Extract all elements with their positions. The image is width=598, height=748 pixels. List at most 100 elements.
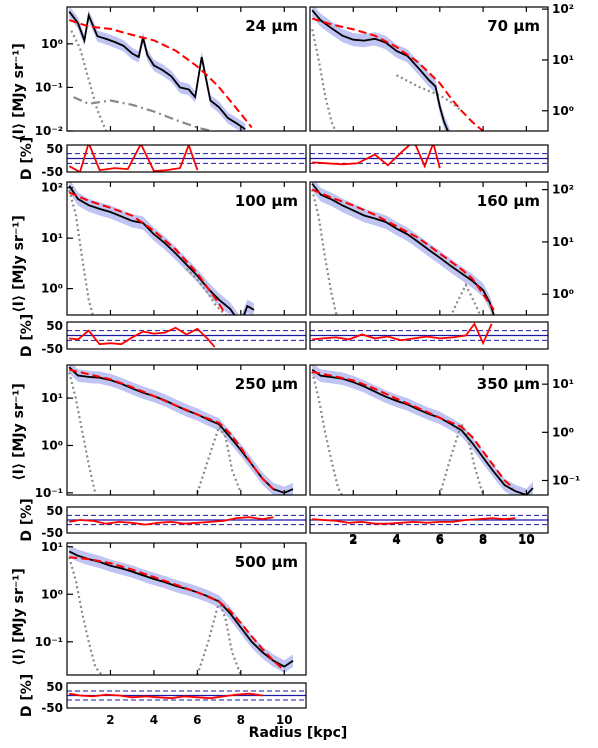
uncertainty-band bbox=[69, 7, 246, 131]
panel-title: 70 μm bbox=[487, 17, 540, 35]
residual-frame bbox=[66, 506, 307, 534]
panels: 10⁰ 10⁻¹ 10⁻² 24 μm 50 -50 D [%] 10² 10¹ 10⁰ 70 μm… bbox=[19, 2, 580, 727]
residual-tick-label: 50 bbox=[46, 504, 63, 518]
residual-plot-area bbox=[67, 514, 306, 526]
y-tick-label: 10⁰ bbox=[552, 425, 574, 439]
residual-axis-label: D [%] bbox=[19, 498, 35, 541]
panel-title: 160 μm bbox=[477, 192, 540, 210]
residual-plot-area bbox=[67, 326, 306, 348]
y-tick-label: 10² bbox=[41, 181, 63, 195]
x-tick-label: 2 bbox=[106, 713, 114, 727]
panel-5: 10¹ 10⁰ 10⁻¹ 250 μm 50 -50 D [%] bbox=[19, 364, 307, 542]
component-dotted-1 bbox=[70, 30, 108, 131]
residual-line bbox=[69, 326, 216, 348]
component-dotted-2 bbox=[196, 598, 242, 675]
y-axis-label-bottom2: ⟨I⟩ [MJy sr⁻¹] bbox=[11, 568, 27, 666]
y-axis-label-middle: ⟨I⟩ [MJy sr⁻¹] bbox=[11, 215, 27, 313]
y-tick-label: 10⁰ bbox=[552, 287, 574, 301]
residual-line bbox=[312, 322, 493, 346]
y-tick-label: 10² bbox=[552, 183, 574, 197]
model-profile bbox=[68, 191, 227, 315]
component-dotted-1 bbox=[68, 189, 94, 315]
panel-title: 500 μm bbox=[235, 553, 298, 571]
x-tick-label: 8 bbox=[237, 713, 245, 727]
plot-area bbox=[311, 182, 495, 315]
x-tick-label: 6 bbox=[436, 533, 444, 547]
y-tick-label: 10¹ bbox=[552, 235, 574, 249]
residual-panel-7: 50 -50 D [%] bbox=[19, 674, 307, 717]
residual-plot-area bbox=[67, 145, 306, 172]
y-tick-label: 10¹ bbox=[552, 377, 574, 391]
observed-profile bbox=[68, 11, 246, 130]
component-dotted-1 bbox=[311, 189, 338, 315]
main-frame bbox=[309, 6, 549, 132]
plot-area bbox=[68, 365, 294, 495]
component-dotted-1 bbox=[311, 371, 344, 495]
y-tick-label: 10¹ bbox=[41, 391, 63, 405]
x-axis-label: Radius [kpc] bbox=[249, 725, 348, 741]
residual-tick-label: 50 bbox=[46, 319, 63, 333]
residual-frame bbox=[309, 506, 549, 534]
panel-3: 10² 10¹ 10⁰ 100 μm 50 -50 D [%] bbox=[19, 181, 307, 357]
residual-line bbox=[312, 145, 441, 169]
y-tick-label: 10⁻¹ bbox=[35, 635, 63, 649]
residual-panel-4 bbox=[309, 321, 549, 350]
residual-frame bbox=[66, 682, 307, 709]
y-tick-label: 10¹ bbox=[552, 53, 574, 67]
residual-line bbox=[69, 516, 274, 526]
residual-axis-label: D [%] bbox=[19, 137, 35, 180]
residual-axis-label: D [%] bbox=[19, 314, 35, 357]
y-tick-label: 10⁰ bbox=[41, 587, 63, 601]
residual-tick-label: -50 bbox=[41, 165, 63, 179]
x-tick-label-right: 2 bbox=[349, 532, 357, 546]
residual-axis-label: D [%] bbox=[19, 674, 35, 717]
plot-area bbox=[68, 182, 255, 315]
x-tick-label-right: 4 bbox=[392, 532, 400, 546]
model-profile bbox=[311, 17, 484, 131]
component-dashdot-2 bbox=[321, 133, 451, 141]
component-dotted-2 bbox=[196, 424, 242, 494]
model-profile bbox=[68, 19, 253, 129]
y-tick-label: 10⁻¹ bbox=[35, 80, 63, 94]
component-dotted-2 bbox=[450, 282, 482, 315]
residual-line bbox=[312, 517, 516, 525]
main-frame bbox=[309, 181, 549, 316]
x-tick-label: 4 bbox=[150, 713, 158, 727]
x-tick-label-right: 8 bbox=[479, 532, 487, 546]
panel-4: 10² 10¹ 10⁰ 160 μm bbox=[309, 181, 574, 350]
component-dashdot-2 bbox=[73, 96, 216, 131]
observed-profile bbox=[68, 185, 255, 315]
residual-frame bbox=[309, 144, 549, 173]
y-tick-label: 10¹ bbox=[41, 540, 63, 554]
main-frame bbox=[66, 181, 307, 316]
uncertainty-band bbox=[69, 182, 254, 315]
component-dotted-1 bbox=[68, 372, 97, 494]
y-axis-label-bottom1: ⟨I⟩ [MJy sr⁻¹] bbox=[11, 383, 27, 481]
y-tick-label: 10¹ bbox=[41, 231, 63, 245]
x-tick-label: 10 bbox=[518, 533, 535, 547]
panel-7: 10¹ 10⁰ 10⁻¹ 2 4 6 8 10 500 μm 50 -50 D [%] bbox=[19, 540, 307, 727]
x-tick-label: 2 bbox=[349, 533, 357, 547]
residual-panel-5: 50 -50 D [%] bbox=[19, 498, 307, 542]
residual-frame bbox=[309, 321, 549, 350]
component-dotted-1 bbox=[68, 556, 103, 675]
model-profile bbox=[312, 370, 515, 489]
model-profile bbox=[311, 188, 495, 311]
y-tick-label: 10⁰ bbox=[41, 282, 63, 296]
component-dotted-1 bbox=[311, 29, 337, 131]
uncertainty-band bbox=[312, 182, 494, 315]
x-tick-label: 6 bbox=[193, 713, 201, 727]
x-tick-label-right: 6 bbox=[436, 532, 444, 546]
residual-tick-label: 50 bbox=[46, 680, 63, 694]
residual-frame bbox=[66, 321, 307, 350]
main-frame bbox=[66, 364, 307, 496]
panel-title: 100 μm bbox=[235, 192, 298, 210]
y-axis-label-top: ⟨I⟩ [MJy sr⁻¹] bbox=[11, 43, 27, 141]
panel-6: 10¹ 10⁰ 10⁻¹ 2 4 6 8 10 350 μm bbox=[309, 364, 580, 547]
residual-tick-label: 50 bbox=[46, 142, 63, 156]
x-tick-label: 10 bbox=[276, 713, 293, 727]
model-profile bbox=[69, 556, 285, 672]
residual-panel-1: 50 -50 D [%] bbox=[19, 137, 307, 180]
model-profile bbox=[68, 368, 275, 490]
residual-plot-area bbox=[310, 514, 548, 526]
